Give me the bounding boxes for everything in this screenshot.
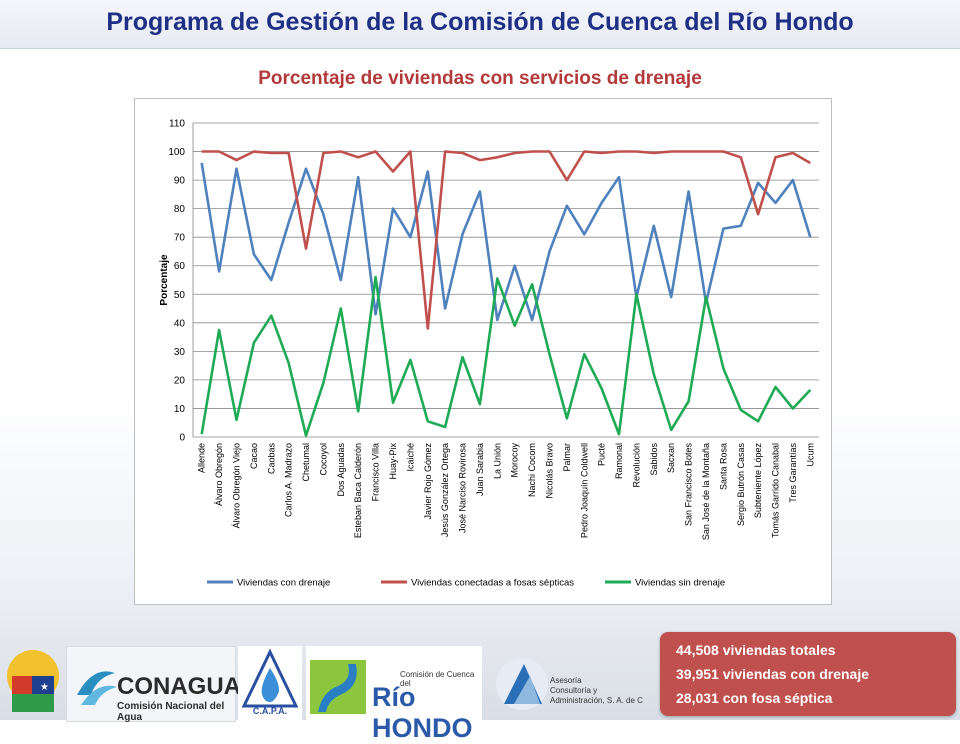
series-line-2 [201, 150, 811, 330]
x-tick-label: Ucum [805, 443, 815, 467]
x-tick-label: San José de la Montaña [701, 443, 711, 540]
x-tick-label: Tomás Garrido Canabal [771, 443, 781, 538]
capa-logo: C.A.P.A. [238, 646, 302, 720]
x-tick-label: Chetumal [301, 443, 311, 482]
asesoria-line-1: Asesoría [550, 676, 582, 685]
asesoria-logo: Asesoría Consultoría y Administración, S… [488, 646, 660, 720]
x-tick-label: Álvaro Obregón Viejo [231, 443, 241, 528]
y-tick-label: 0 [179, 433, 185, 444]
y-axis-label: Porcentaje [159, 254, 170, 306]
x-tick-label: Javier Rojo Gómez [423, 443, 433, 520]
x-tick-label: Cacao [249, 443, 259, 469]
x-tick-label: Dos Aguadas [336, 443, 346, 497]
x-tick-label: Jesús González Ortega [440, 443, 450, 537]
legend-label: Viviendas conectadas a fosas sépticas [411, 578, 574, 589]
chart-frame: 0 10 20 30 40 50 60 70 80 90 100 110 Allende Álvaro O… [134, 98, 832, 605]
series-line-3 [200, 275, 812, 437]
rio-hondo-big: Río HONDO [372, 682, 473, 743]
conagua-name: CONAGUA [117, 673, 241, 700]
summary-fosa: 28,031 con fosa séptica [676, 690, 833, 706]
x-tick-label: Sacxan [666, 443, 676, 473]
x-tick-label: Tres Garantías [788, 443, 798, 503]
x-tick-label: Palmar [562, 443, 572, 472]
y-tick-label: 70 [174, 233, 186, 244]
y-tick-label: 80 [174, 204, 186, 215]
y-tick-label: 50 [174, 290, 186, 301]
y-tick-label: 110 [169, 119, 185, 130]
x-tick-label: José Narciso Rovirosa [458, 443, 468, 533]
state-seal-logo: ★ [4, 646, 62, 720]
y-tick-label: 40 [174, 318, 186, 329]
x-tick-label: Santa Rosa [718, 443, 728, 490]
x-tick-label: Allende [197, 443, 207, 473]
x-tick-label: Nachi Cocom [527, 443, 537, 497]
y-tick-label: 60 [174, 261, 186, 272]
x-tick-label: Carlos A. Madrazo [284, 443, 294, 517]
x-tick-label: Morocoy [510, 443, 520, 478]
y-tick-label: 20 [174, 375, 186, 386]
chart-subtitle: Porcentaje de viviendas con servicios de… [258, 68, 702, 89]
x-tick-label: Pucté [597, 443, 607, 466]
capa-label: C.A.P.A. [252, 706, 288, 716]
x-tick-label: Nicolás Bravo [544, 443, 554, 499]
y-tick-label: 10 [174, 404, 186, 415]
x-tick-label: Francisco Villa [371, 443, 381, 501]
logo-strip: ★ CONAGUA Comisión Nacional del Agua C.A… [0, 646, 660, 743]
svg-text:★: ★ [40, 682, 49, 693]
y-tick-label: 100 [168, 147, 185, 158]
x-tick-label: Sergio Butrón Casas [736, 443, 746, 527]
asesoria-line-3: Administración, S. A. de C [550, 696, 643, 705]
x-tick-label: Ramonal [614, 443, 624, 479]
x-tick-label: Icaiché [405, 443, 415, 472]
x-tick-label: Revolución [631, 443, 641, 488]
x-tick-label: Huay-Pix [388, 443, 398, 480]
x-tick-label: Sabidos [649, 443, 659, 476]
asesoria-line-2: Consultoría y [550, 686, 598, 695]
y-tick-label: 30 [174, 347, 186, 358]
page-title: Programa de Gestión de la Comisión de Cu… [106, 8, 854, 36]
rio-hondo-logo: Comisión de Cuenca del Río HONDO [306, 646, 482, 743]
x-tick-label: San Francisco Botes [684, 443, 694, 527]
summary-box: 44,508 viviendas totales 39,951 vivienda… [660, 632, 956, 716]
summary-total: 44,508 viviendas totales [676, 642, 836, 658]
x-tick-label: Esteban Baca Calderón [353, 443, 363, 538]
x-tick-label: Cocoyol [318, 443, 328, 476]
y-tick-label: 90 [174, 176, 186, 187]
rio-hondo-small: Comisión de Cuenca del [400, 670, 475, 688]
x-tick-label: Caobas [266, 443, 276, 475]
series-line-1 [200, 162, 812, 322]
conagua-subtitle: Comisión Nacional del Agua [117, 701, 225, 723]
conagua-logo: CONAGUA Comisión Nacional del Agua [66, 646, 241, 723]
legend-label: Viviendas con drenaje [237, 578, 330, 589]
x-tick-label: Subteniente López [753, 443, 763, 519]
legend-label: Viviendas sin drenaje [635, 578, 725, 589]
title-bar: Programa de Gestión de la Comisión de Cu… [0, 0, 960, 49]
x-tick-label: La Unión [492, 443, 502, 479]
x-tick-label: Álvaro Obregón [214, 443, 224, 506]
summary-drenaje: 39,951 viviendas con drenaje [676, 666, 869, 682]
x-tick-label: Pedro Joaquín Coldwell [579, 443, 589, 538]
line-chart: 0 10 20 30 40 50 60 70 80 90 100 110 Allende Álvaro O… [159, 119, 819, 589]
x-tick-label: Juan Sarabia [475, 443, 485, 496]
